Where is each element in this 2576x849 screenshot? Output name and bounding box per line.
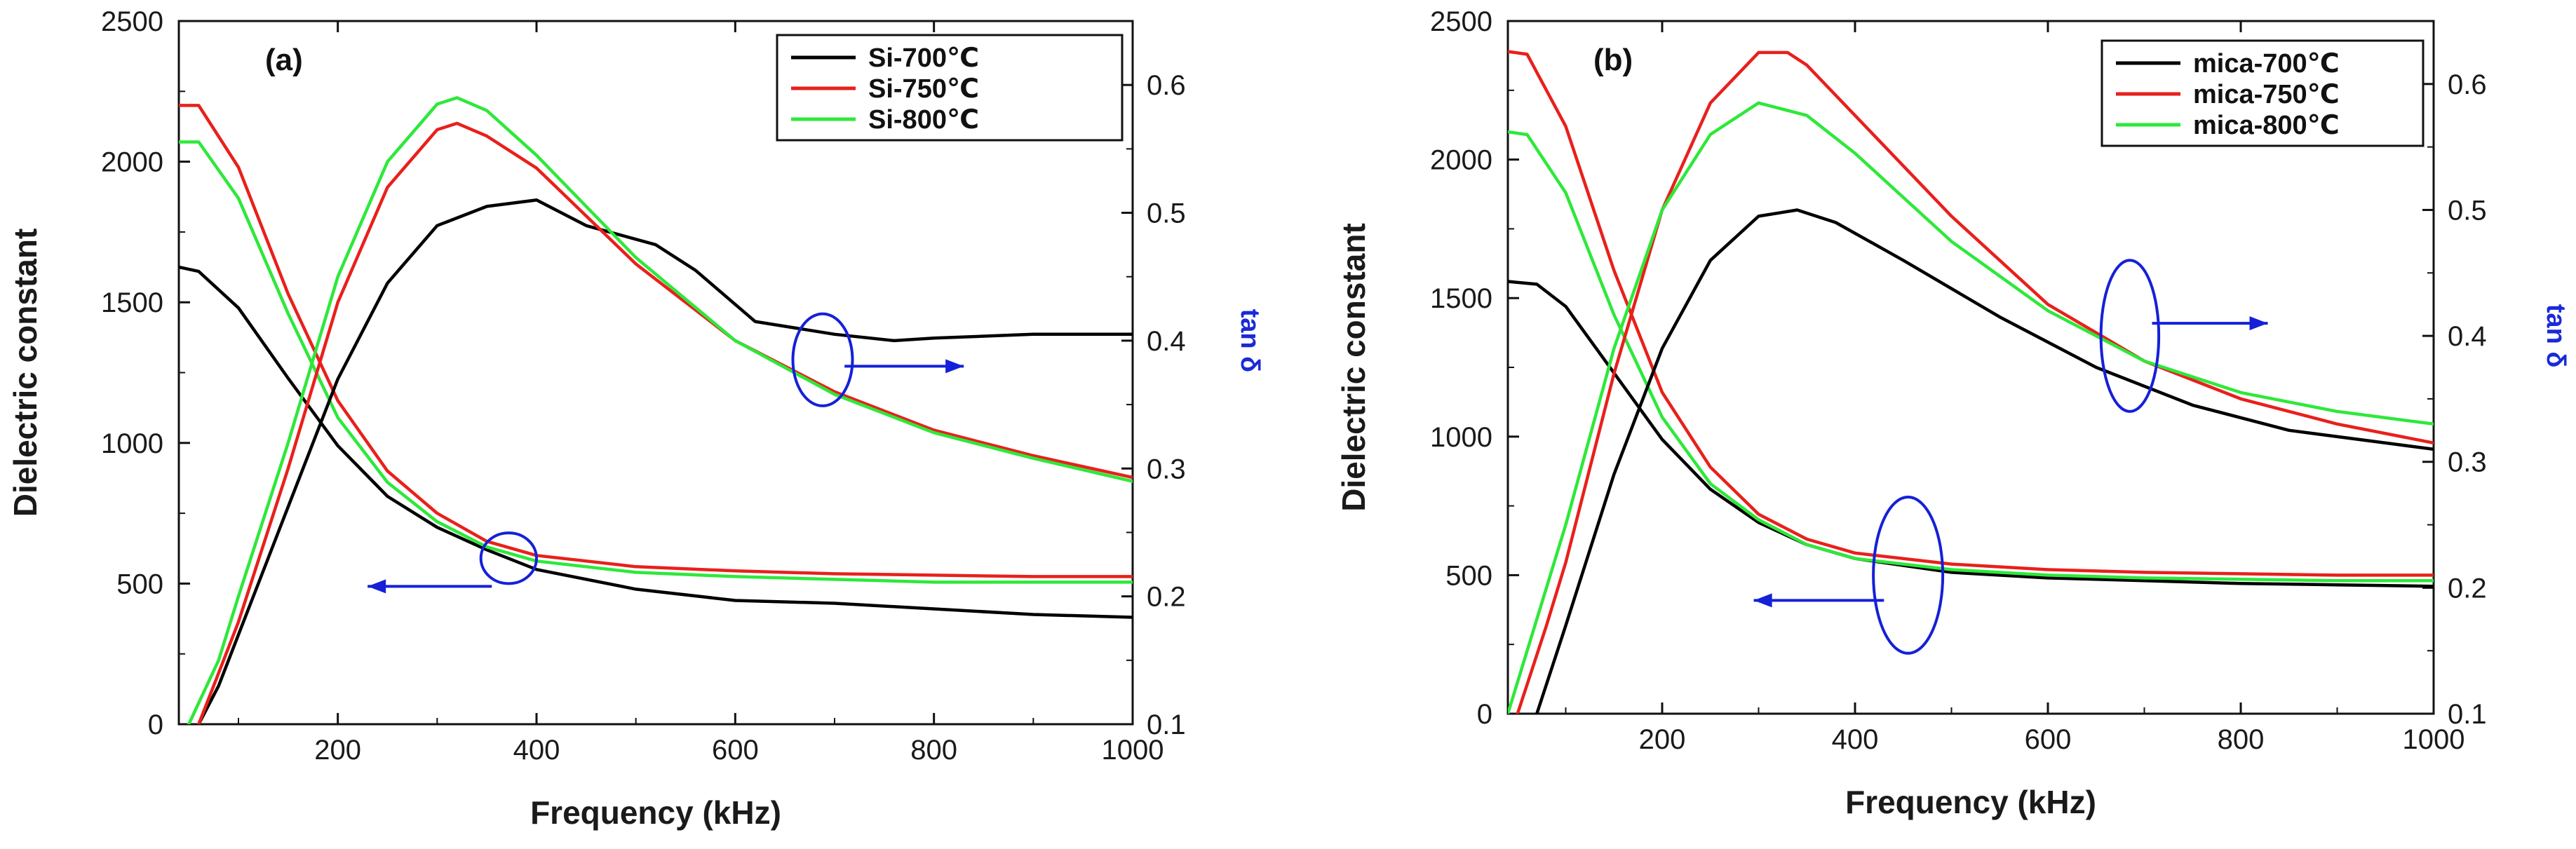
y-tick-label: 1000 (101, 428, 163, 459)
series-line-left-1 (1508, 50, 2434, 577)
series-line-right-5 (1508, 101, 2434, 714)
x-tick-label: 200 (314, 735, 361, 766)
y2-tick-label: 0.5 (2448, 195, 2487, 226)
x-tick-label: 1000 (2403, 724, 2465, 755)
annotation-ellipse (2099, 259, 2161, 413)
y2-tick-label: 0.4 (1147, 326, 1186, 357)
x-axis-title: Frequency (kHz) (530, 794, 781, 831)
y-axis-title: Dielectric constant (7, 229, 43, 517)
y2-axis-title: tan δ (1235, 309, 1265, 373)
legend-label: mica-750℃ (2193, 80, 2340, 109)
y2-tick-label: 0.5 (1147, 198, 1186, 229)
legend-label: Si-750℃ (868, 74, 979, 104)
y-tick-label: 0 (148, 709, 163, 740)
panel-label: (b) (1593, 43, 1633, 77)
x-tick-label: 400 (1832, 724, 1879, 755)
chart-panel-b: 200 400 600 800 1000 0 500 1000 1500 2000 2500 0.1 0… (1335, 6, 2570, 820)
annotation-arrow-head (945, 359, 964, 374)
series-line-left-0 (1508, 280, 2434, 588)
legend-label: Si-700℃ (868, 43, 979, 73)
y-tick-label: 1500 (101, 287, 163, 318)
x-tick-label: 200 (1639, 724, 1686, 755)
series-line-left-2 (1508, 130, 2434, 583)
annotation-arrow-head (367, 579, 386, 594)
y-axis-title: Dielectric constant (1335, 223, 1372, 512)
y-tick-label: 2500 (1430, 6, 1492, 37)
annotation-ellipse (1872, 496, 1945, 655)
x-tick-label: 1000 (1102, 735, 1164, 766)
y-tick-label: 1000 (1430, 422, 1492, 453)
series-group (179, 96, 1133, 724)
series-line-right-5 (187, 96, 1133, 724)
annotation-arrow-head (1753, 593, 1772, 608)
legend-label: Si-800℃ (868, 105, 979, 135)
y2-tick-label: 0.2 (1147, 582, 1186, 613)
x-tick-label: 800 (910, 735, 957, 766)
series-line-right-3 (197, 198, 1133, 724)
x-tick-label: 600 (712, 735, 759, 766)
series-line-left-0 (179, 265, 1133, 619)
annotation-ellipse (479, 531, 538, 585)
x-tick-label: 800 (2218, 724, 2265, 755)
series-line-left-2 (179, 140, 1133, 584)
y-tick-label: 2000 (1430, 145, 1492, 176)
y2-tick-label: 0.4 (2448, 321, 2487, 352)
series-line-left-1 (179, 104, 1133, 578)
y-tick-label: 2500 (101, 6, 163, 37)
legend-label: mica-800℃ (2193, 111, 2340, 140)
y-tick-label: 1500 (1430, 283, 1492, 314)
y2-axis-title: tan δ (2541, 304, 2570, 368)
y-tick-label: 2000 (101, 147, 163, 178)
x-tick-label: 600 (2025, 724, 2072, 755)
series-line-right-4 (197, 121, 1133, 724)
y2-tick-label: 0.1 (1147, 709, 1186, 740)
annotation-arrow-head (2249, 316, 2268, 331)
y2-tick-label: 0.3 (2448, 447, 2487, 478)
y2-tick-label: 0.2 (2448, 573, 2487, 604)
series-group (1508, 50, 2434, 714)
chart-panel-a: 200 400 600 800 1000 0 500 1000 1500 2000 2500 0.1 0… (7, 6, 1265, 831)
y-tick-label: 500 (116, 569, 163, 599)
series-line-right-3 (1535, 208, 2434, 714)
legend-label: mica-700℃ (2193, 49, 2340, 79)
x-axis-title: Frequency (kHz) (1845, 784, 2096, 820)
panel-label: (a) (265, 43, 303, 77)
annotation-ellipse (791, 312, 854, 407)
y2-tick-label: 0.1 (2448, 699, 2487, 730)
y2-tick-label: 0.6 (1147, 70, 1186, 101)
y-tick-label: 500 (1445, 560, 1492, 591)
series-line-right-4 (1516, 50, 2434, 714)
x-tick-label: 400 (513, 735, 560, 766)
y2-tick-label: 0.3 (1147, 454, 1186, 484)
y-tick-label: 0 (1477, 699, 1492, 730)
y2-tick-label: 0.6 (2448, 69, 2487, 100)
